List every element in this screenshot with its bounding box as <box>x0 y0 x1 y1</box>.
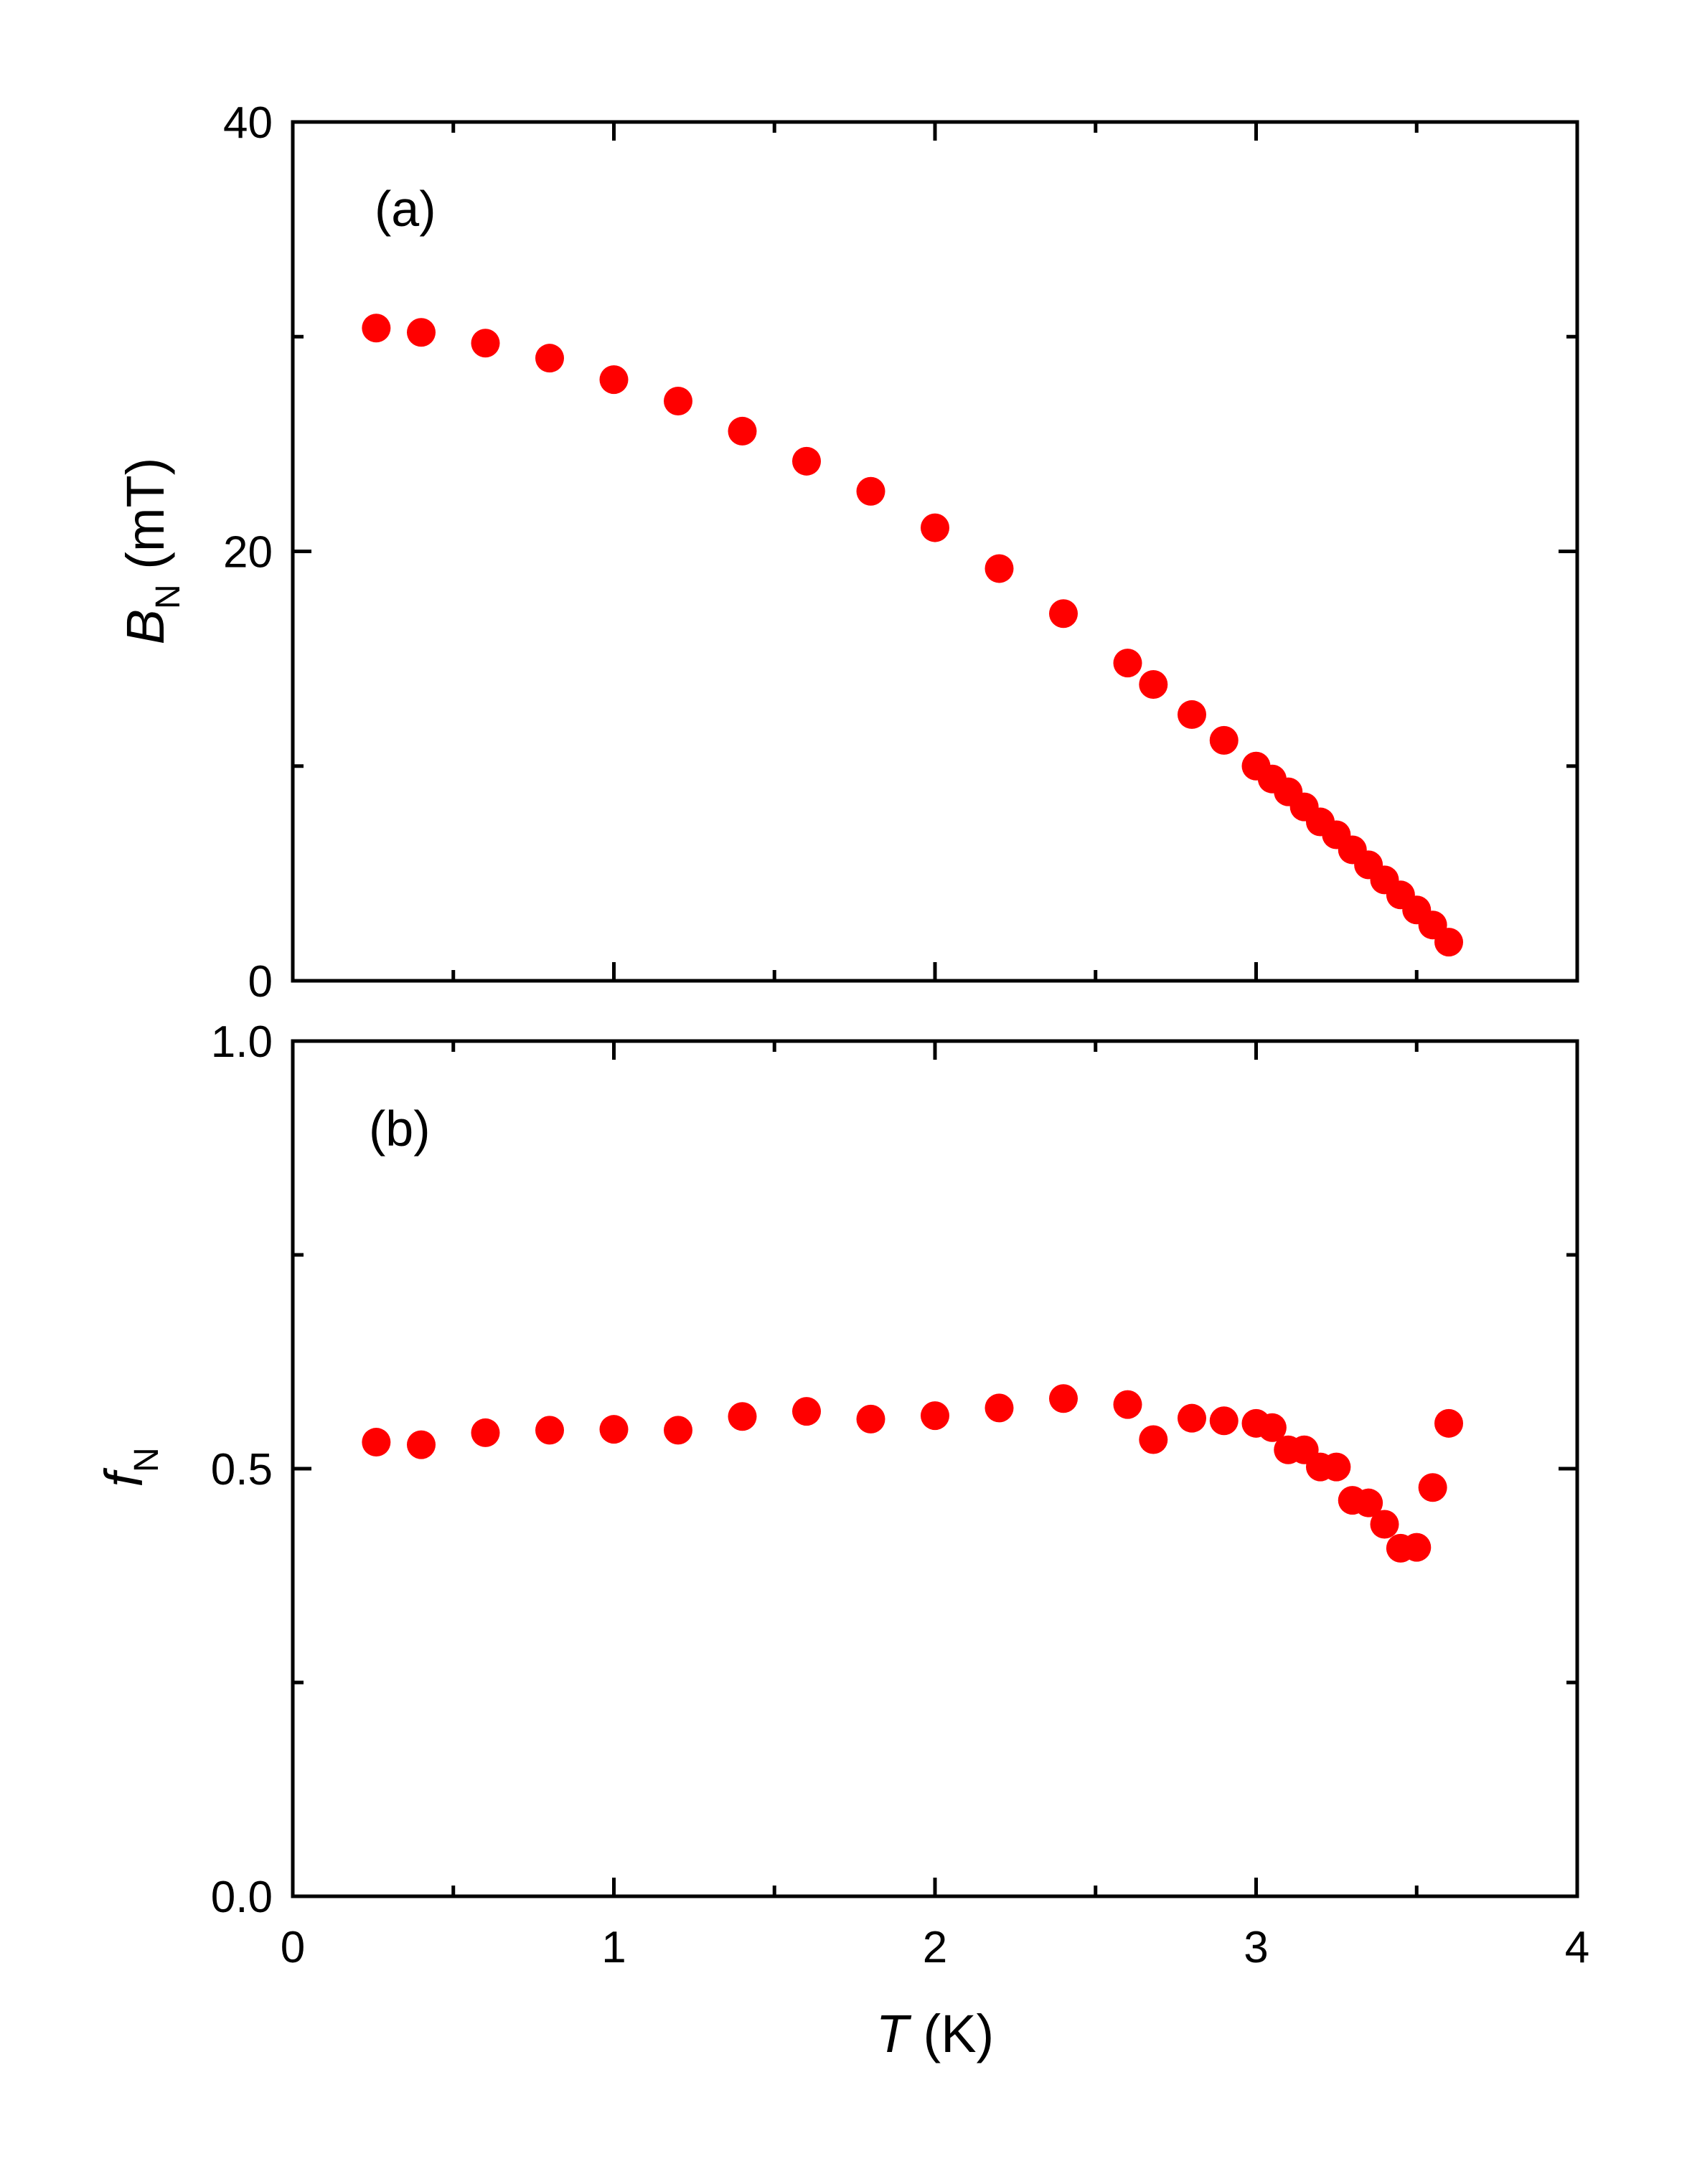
panel-a-ticks <box>291 120 1579 983</box>
data-point <box>921 1401 949 1431</box>
data-point <box>1049 1384 1078 1413</box>
data-point <box>664 1416 692 1445</box>
y-tick-label: 0.5 <box>211 1445 273 1495</box>
panel-a-tick-labels: 0 20 40 <box>223 98 273 1007</box>
data-point <box>985 554 1014 583</box>
y-tick-label: 1.0 <box>211 1017 273 1067</box>
panel-b: 0 1 2 3 40.00.51.0 (b) fN T (K) <box>94 1017 1589 2063</box>
y-tick-label: 0.0 <box>211 1873 273 1922</box>
data-point <box>1418 1473 1447 1502</box>
data-point <box>1257 1413 1287 1442</box>
data-point <box>1139 670 1168 700</box>
data-point <box>1402 1533 1432 1562</box>
x-tick-label: 2 <box>923 1923 947 1972</box>
data-point <box>1370 1510 1399 1539</box>
data-point <box>792 1397 821 1426</box>
panel-a-y-axis-label: BN (mT) <box>116 458 187 645</box>
data-point <box>792 446 821 476</box>
data-point <box>1139 1425 1168 1454</box>
data-point <box>1209 1406 1239 1436</box>
data-point <box>1209 725 1239 755</box>
data-point <box>728 1402 757 1431</box>
data-point <box>1354 1488 1383 1517</box>
panel-a-ylabel-symbol: B <box>116 609 175 644</box>
data-point <box>362 314 391 343</box>
data-point <box>1434 1408 1463 1438</box>
data-point <box>664 387 692 416</box>
data-point <box>1178 1403 1206 1433</box>
data-point <box>921 513 949 542</box>
data-point <box>1049 599 1078 629</box>
data-point <box>728 416 757 446</box>
panel-b-tag: (b) <box>369 1101 431 1157</box>
y-tick-label: 40 <box>223 98 273 148</box>
panel-a-points <box>362 314 1463 957</box>
data-point <box>599 365 629 395</box>
panel-b-ylabel-subscript: N <box>128 1447 166 1472</box>
data-point <box>856 1404 885 1434</box>
y-tick-label: 0 <box>248 957 273 1007</box>
x-axis-label: T (K) <box>876 2004 994 2063</box>
panel-b-points <box>362 1384 1463 1563</box>
x-tick-label: 0 <box>281 1923 305 1972</box>
x-axis-label-unit: (K) <box>908 2004 994 2063</box>
x-tick-label: 3 <box>1244 1923 1268 1972</box>
data-point <box>471 329 500 358</box>
panel-a-ylabel-subscript: N <box>149 584 187 609</box>
data-point <box>362 1428 391 1457</box>
panel-a-tag: (a) <box>375 181 436 237</box>
x-tick-label: 4 <box>1565 1923 1589 1972</box>
data-point <box>1178 700 1206 729</box>
data-point <box>1113 649 1142 678</box>
data-point <box>407 318 436 347</box>
data-point <box>535 344 564 373</box>
panel-b-ticks <box>291 1039 1579 1898</box>
data-point <box>535 1416 564 1445</box>
data-point <box>1322 1452 1351 1482</box>
svg-text:BN (mT): BN (mT) <box>116 458 187 645</box>
x-axis-label-symbol: T <box>876 2004 912 2063</box>
y-tick-label: 20 <box>223 528 273 578</box>
data-point <box>1113 1390 1142 1419</box>
panel-b-tick-labels: 0 1 2 3 4 0.0 0.5 1.0 <box>211 1017 1589 1972</box>
data-point <box>599 1415 629 1444</box>
data-point <box>985 1393 1014 1423</box>
panel-a: 0 20 40 (a) BN (mT) <box>116 98 1579 1007</box>
data-point <box>856 476 885 506</box>
panel-a-ylabel-unit: (mT) <box>116 458 175 585</box>
data-point <box>407 1430 436 1459</box>
data-point <box>1434 928 1463 957</box>
x-tick-label: 1 <box>601 1923 626 1972</box>
data-point <box>471 1418 500 1447</box>
